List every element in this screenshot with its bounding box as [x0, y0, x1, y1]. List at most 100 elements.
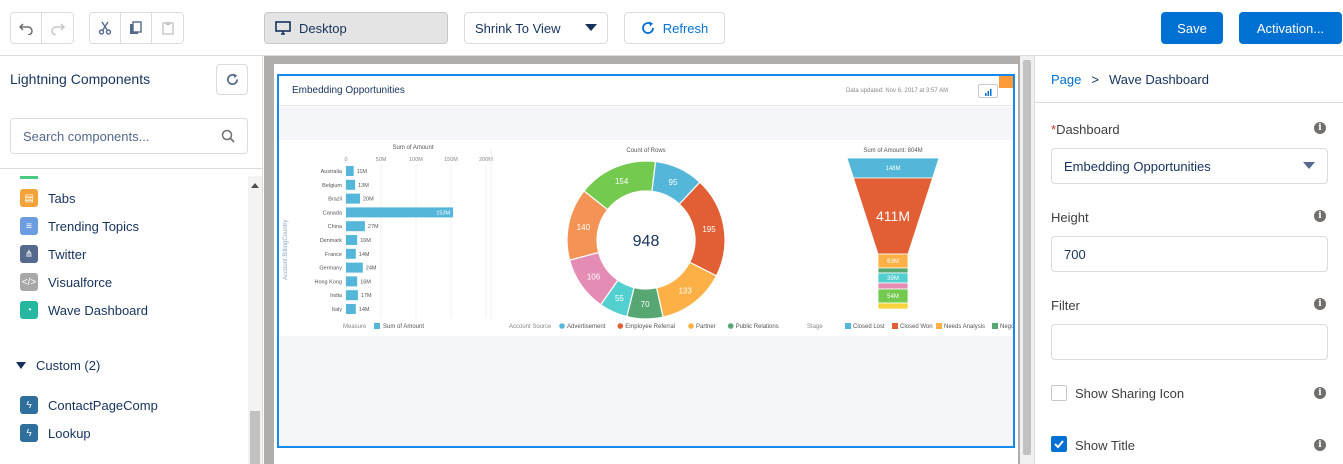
bar-chart-icon [985, 89, 992, 96]
component-item-trending-topics[interactable]: ≡ Trending Topics [20, 215, 139, 237]
page-canvas: Embedding Opportunities Data updated: No… [264, 56, 1034, 464]
show-sharing-icon-label: Show Sharing Icon [1075, 386, 1185, 401]
component-item-twitter[interactable]: ⋔ Twitter [20, 243, 86, 265]
breadcrumb-current: Wave Dashboard [1108, 72, 1209, 87]
bar[interactable] [346, 304, 356, 314]
caret-down-icon [16, 361, 26, 369]
bar-category-label: China [328, 224, 343, 230]
info-icon[interactable]: i [1314, 122, 1326, 134]
funnel-legend-swatch [992, 323, 998, 329]
bar-legend-title: Measure [343, 324, 367, 330]
wave-icon: ◔ [20, 301, 38, 319]
custom-item-lookup[interactable]: ϟ Lookup [20, 422, 91, 444]
component-label: Wave Dashboard [48, 302, 148, 318]
funnel-segment[interactable] [877, 267, 909, 274]
dashboard-select[interactable]: Embedding Opportunities [1051, 148, 1328, 184]
dashboard-updated: Data updated: Nov 6, 2017 at 3:57 AM [846, 88, 949, 94]
component-item-wave-dashboard[interactable]: ◔ Wave Dashboard [20, 299, 148, 321]
bar-chart-title: Sum of Amount [392, 145, 433, 151]
donut-slice-label: 133 [678, 287, 692, 296]
paste-button[interactable] [152, 13, 183, 43]
donut-chart-title: Count of Rows [626, 148, 665, 154]
component-item-visualforce[interactable]: </> Visualforce [20, 271, 112, 293]
info-icon[interactable]: i [1314, 439, 1326, 451]
dashboard-charts: Sum of Amount 0 50M 100M 150M 200M Account.B… [279, 140, 1013, 336]
filter-input[interactable] [1051, 324, 1328, 360]
donut-legend-swatch [688, 323, 694, 329]
cut-button[interactable] [90, 13, 121, 43]
bar[interactable] [346, 248, 356, 259]
components-scrollbar[interactable] [248, 176, 262, 464]
bar-value-label: 20M [363, 197, 374, 203]
funnel-segment[interactable] [877, 302, 909, 310]
component-item-tabs[interactable]: ▤ Tabs [20, 187, 75, 209]
dashboard-filter-band [279, 107, 1013, 140]
donut-slice-label: 95 [669, 178, 678, 187]
undo-redo-group [10, 12, 74, 44]
info-icon[interactable]: i [1314, 298, 1326, 310]
save-button[interactable]: Save [1161, 12, 1223, 44]
partial-item-stub [20, 176, 38, 179]
undo-button[interactable] [11, 13, 42, 43]
show-title-checkbox[interactable] [1051, 436, 1067, 452]
refresh-components-button[interactable] [216, 64, 248, 95]
donut-slice-label: 55 [615, 294, 624, 303]
divider [0, 168, 263, 169]
activation-button[interactable]: Activation... [1239, 12, 1342, 44]
funnel-legend-item: Needs Analysis [944, 324, 985, 330]
bar-value-label: 17M [361, 293, 372, 299]
view-mode-select[interactable]: Shrink To View [464, 12, 608, 44]
show-sharing-icon-checkbox[interactable] [1051, 385, 1067, 401]
copy-icon [130, 21, 142, 34]
canvas-scrollbar[interactable] [1020, 56, 1034, 464]
height-input[interactable]: 700 [1051, 236, 1328, 272]
bar-category-label: France [325, 252, 342, 258]
donut-legend-item: Employee Referral [625, 324, 675, 330]
custom-item-contactpagecomp[interactable]: ϟ ContactPageComp [20, 394, 158, 416]
chart-options-button[interactable] [978, 84, 998, 98]
filter-field-label: Filter [1051, 298, 1080, 313]
copy-button[interactable] [121, 13, 152, 43]
bar[interactable] [346, 179, 356, 190]
dashboard-header: Embedding Opportunities Data updated: No… [279, 76, 1013, 106]
donut-slice[interactable] [583, 160, 657, 211]
device-label: Desktop [299, 20, 347, 36]
components-panel-title: Lightning Components [10, 71, 151, 87]
scrollbar-thumb[interactable] [250, 411, 260, 464]
bar[interactable] [346, 221, 365, 232]
funnel-legend-swatch [845, 323, 851, 329]
bar[interactable] [346, 207, 454, 218]
dashboard-footer [279, 336, 1013, 446]
funnel-legend-title: Stage [807, 324, 823, 330]
wave-dashboard-component[interactable]: Embedding Opportunities Data updated: No… [277, 74, 1015, 448]
bar-category-label: Brazil [328, 197, 342, 203]
breadcrumb-page-link[interactable]: Page [1051, 72, 1082, 87]
scroll-up-icon [251, 183, 259, 188]
bar[interactable] [346, 235, 358, 245]
refresh-button[interactable]: Refresh [624, 12, 725, 44]
bar[interactable] [346, 276, 358, 287]
bar-category-label: Denmark [320, 238, 343, 244]
bar-tick-label: 200M [479, 157, 493, 163]
caret-down-icon [1303, 162, 1315, 169]
canvas-scrollbar-thumb[interactable] [1023, 60, 1031, 455]
bar[interactable] [346, 290, 358, 301]
custom-section-header[interactable]: Custom (2) [16, 358, 100, 373]
funnel-segment[interactable] [877, 282, 909, 290]
bar-value-label: 14M [359, 307, 370, 313]
search-input[interactable] [23, 128, 203, 144]
undo-icon [19, 23, 33, 35]
device-selector[interactable]: Desktop [264, 12, 448, 44]
breadcrumb-separator: > [1091, 72, 1099, 87]
bar-value-label: 16M [360, 279, 371, 285]
info-icon[interactable]: i [1314, 387, 1326, 399]
redo-button[interactable] [42, 13, 73, 43]
info-icon[interactable]: i [1314, 210, 1326, 222]
builder-toolbar: Desktop Shrink To View Refresh Save Acti… [0, 0, 1343, 56]
funnel-legend-item: Closed Won [900, 324, 933, 330]
bar[interactable] [346, 262, 363, 273]
bar[interactable] [346, 166, 354, 176]
funnel-segment-label: 39M [887, 276, 899, 282]
donut-legend-item: Advertisement [567, 324, 606, 330]
bar[interactable] [346, 193, 360, 204]
